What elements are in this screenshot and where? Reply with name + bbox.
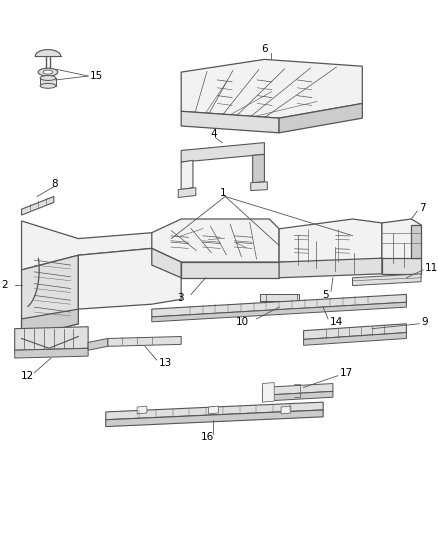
Polygon shape xyxy=(382,258,421,274)
Polygon shape xyxy=(152,248,181,278)
Polygon shape xyxy=(181,111,279,133)
Polygon shape xyxy=(353,274,421,286)
Text: 4: 4 xyxy=(210,129,217,139)
Polygon shape xyxy=(152,302,406,322)
Polygon shape xyxy=(106,402,323,420)
Text: 16: 16 xyxy=(201,432,214,442)
Polygon shape xyxy=(152,219,279,262)
Polygon shape xyxy=(279,103,362,133)
Polygon shape xyxy=(181,262,279,278)
Polygon shape xyxy=(21,255,78,338)
Polygon shape xyxy=(259,294,299,301)
Text: 2: 2 xyxy=(2,280,8,289)
Polygon shape xyxy=(181,143,265,162)
Text: 15: 15 xyxy=(90,71,103,81)
Polygon shape xyxy=(40,78,56,86)
Text: 17: 17 xyxy=(340,368,353,378)
Text: 3: 3 xyxy=(177,293,184,303)
Text: 10: 10 xyxy=(236,317,249,327)
Polygon shape xyxy=(15,327,88,350)
Polygon shape xyxy=(259,301,299,307)
Text: 7: 7 xyxy=(419,203,426,213)
Polygon shape xyxy=(78,248,181,309)
Ellipse shape xyxy=(40,83,56,88)
Text: 9: 9 xyxy=(421,317,428,327)
Text: 14: 14 xyxy=(330,317,343,327)
Text: 11: 11 xyxy=(425,263,438,273)
Text: 1: 1 xyxy=(220,188,226,198)
Ellipse shape xyxy=(38,68,58,76)
Polygon shape xyxy=(251,182,267,191)
Polygon shape xyxy=(88,338,108,350)
Polygon shape xyxy=(15,348,88,358)
Polygon shape xyxy=(108,336,181,346)
Text: 5: 5 xyxy=(322,290,328,301)
Polygon shape xyxy=(21,197,54,215)
Polygon shape xyxy=(152,294,406,317)
Text: 13: 13 xyxy=(159,358,172,368)
Polygon shape xyxy=(262,384,333,395)
Text: 12: 12 xyxy=(21,370,34,381)
Polygon shape xyxy=(304,333,406,345)
Polygon shape xyxy=(21,309,78,338)
Polygon shape xyxy=(382,219,421,264)
Polygon shape xyxy=(281,406,291,414)
Polygon shape xyxy=(304,324,406,340)
Text: 8: 8 xyxy=(52,179,58,189)
Polygon shape xyxy=(178,188,196,197)
Polygon shape xyxy=(181,160,193,190)
Polygon shape xyxy=(411,225,421,258)
Ellipse shape xyxy=(43,70,53,74)
Polygon shape xyxy=(181,59,362,118)
Polygon shape xyxy=(106,410,323,426)
Text: 6: 6 xyxy=(261,44,268,54)
Polygon shape xyxy=(21,221,181,270)
Polygon shape xyxy=(35,50,61,56)
Polygon shape xyxy=(262,383,274,402)
Polygon shape xyxy=(262,391,333,401)
Polygon shape xyxy=(208,406,219,414)
Polygon shape xyxy=(253,155,265,183)
Polygon shape xyxy=(279,258,382,278)
Polygon shape xyxy=(137,406,147,414)
Polygon shape xyxy=(279,219,382,262)
Ellipse shape xyxy=(40,76,56,80)
